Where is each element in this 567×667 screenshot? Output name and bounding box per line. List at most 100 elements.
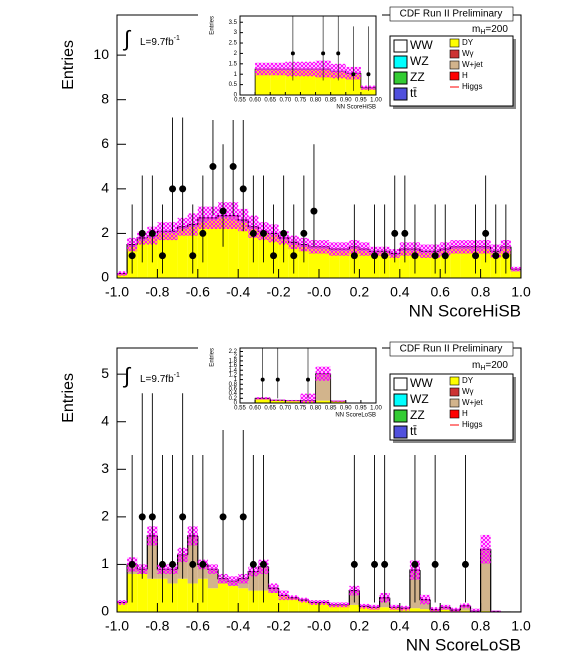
lumi-text: L=9.7fb	[140, 374, 174, 385]
uncertainty-band	[278, 590, 289, 601]
uncertainty-band	[450, 240, 461, 254]
uncertainty-band	[480, 534, 491, 564]
legend-label: tt̄	[410, 424, 417, 438]
stack-bar	[359, 251, 370, 278]
stack-bar	[315, 400, 331, 403]
stack-bar	[379, 607, 390, 612]
x-axis-label: NN ScoreLoSB	[335, 413, 376, 419]
data-point	[300, 229, 308, 237]
x-tick-label: 0.90	[340, 98, 352, 104]
data-point	[431, 560, 439, 568]
uncertainty-band	[288, 595, 299, 601]
y-tick-label: 0.4	[229, 391, 238, 397]
legend-label: ZZ	[410, 408, 425, 422]
data-point	[219, 513, 227, 521]
x-tick-label: 0.6	[430, 284, 450, 300]
x-tick-label: 0.4	[390, 284, 410, 300]
data-point	[351, 72, 356, 77]
legend-label: WZ	[410, 54, 429, 68]
data-point	[259, 560, 267, 568]
legend-swatch	[449, 38, 460, 48]
data-point	[219, 207, 227, 215]
x-tick-label: 0.4	[390, 618, 410, 634]
stack-bar	[330, 401, 346, 403]
data-point	[199, 229, 207, 237]
y-tick-label: 1.6	[229, 363, 238, 369]
data-point	[189, 252, 197, 260]
plot-frame	[239, 347, 377, 404]
uncertainty-band	[270, 62, 286, 76]
data-point	[306, 377, 310, 382]
legend-swatch	[393, 87, 408, 101]
y-axis-label: Entries	[60, 40, 77, 90]
y-tick-label: 4	[101, 180, 109, 196]
x-tick-label: 0.6	[430, 618, 450, 634]
x-tick-label: 0.55	[234, 98, 246, 104]
stack-bar	[228, 585, 239, 612]
y-tick-label: 2	[234, 354, 238, 360]
lumi-sup: -1	[174, 35, 180, 42]
data-point	[138, 229, 146, 237]
data-point	[259, 229, 267, 237]
data-point	[381, 252, 389, 260]
x-tick-label: 0.85	[325, 98, 337, 104]
stack-bar	[329, 604, 340, 612]
stack-bar	[339, 251, 350, 278]
data-point	[401, 229, 409, 237]
mass-sub: H	[480, 29, 485, 36]
stack-bar	[117, 602, 128, 612]
data-point	[199, 560, 207, 568]
y-tick-label: 1.2	[229, 372, 238, 378]
legend-swatch	[449, 71, 460, 81]
stack-bar	[167, 233, 178, 278]
x-axis-label: NN ScoreHiSB	[336, 105, 376, 111]
uncertainty-band	[315, 366, 331, 381]
stack-bar	[409, 608, 420, 612]
uncertainty-band	[270, 399, 286, 401]
x-tick-label: -0.2	[267, 618, 291, 634]
data-point	[381, 560, 389, 568]
uncertainty-band	[207, 564, 218, 574]
stack-bar	[319, 602, 330, 612]
stack-bar	[460, 610, 471, 612]
data-point	[260, 377, 265, 382]
data-point	[391, 229, 399, 237]
y-tick-label: 2.2	[229, 349, 238, 355]
stack-bar	[270, 400, 286, 403]
uncertainty-band	[389, 604, 400, 610]
x-tick-label: 1.00	[370, 406, 382, 412]
data-point	[138, 513, 146, 521]
data-point	[148, 229, 156, 237]
uncertainty-band	[460, 603, 471, 609]
uncertainty-band	[207, 206, 218, 229]
stack-bar	[359, 606, 370, 612]
stack-bar	[420, 609, 431, 612]
mass-sub: H	[480, 365, 485, 372]
stack-bar	[177, 228, 188, 278]
uncertainty-band	[300, 61, 316, 77]
stack-bar	[278, 595, 289, 612]
stack-bar	[440, 609, 451, 612]
x-tick-label: 0.75	[295, 406, 307, 412]
data-point	[158, 252, 166, 260]
data-point	[239, 185, 247, 193]
x-tick-label: -0.8	[145, 284, 169, 300]
lumi-integral: ∫	[122, 363, 132, 388]
y-tick-label: 1.8	[229, 358, 238, 364]
uncertainty-band	[268, 583, 279, 593]
uncertainty-band	[329, 602, 340, 608]
data-point	[461, 560, 469, 568]
stack-bar	[308, 602, 319, 612]
x-axis-label: NN ScoreHiSB	[409, 301, 521, 320]
plot-area	[117, 90, 521, 278]
uncertainty-band	[329, 242, 340, 256]
y-tick-label: 1.5	[229, 61, 238, 67]
x-tick-label: 0.65	[264, 406, 276, 412]
legend-label: H	[462, 71, 468, 80]
uncertainty-band	[319, 600, 330, 605]
stack-bar	[255, 70, 271, 95]
stack-bar	[137, 573, 148, 612]
y-tick-label: 1	[234, 72, 238, 78]
stack-bar	[480, 249, 491, 278]
stack-bar	[285, 400, 301, 403]
